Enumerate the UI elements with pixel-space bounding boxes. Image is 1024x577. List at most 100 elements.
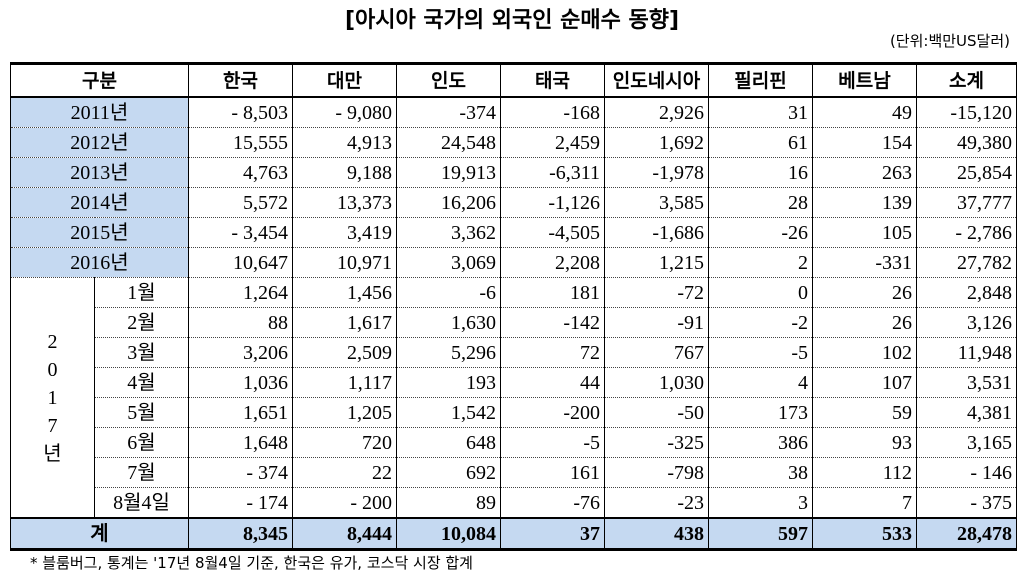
table-row: 2013년 4,763 9,188 19,913 -6,311 -1,978 16 263 25… — [10, 157, 1017, 188]
table-row: 2 0 1 7 년 1월 1,264 1,456 -6 181 -72 0 26 2,848 — [10, 277, 1017, 519]
table-cell: -1,978 — [604, 157, 709, 188]
header-philippines: 필리핀 — [708, 63, 813, 98]
table-cell: 25,854 — [916, 157, 1017, 188]
table-cell: -331 — [812, 247, 917, 278]
table-cell: -2 — [708, 307, 813, 338]
header-indonesia: 인도네시아 — [604, 63, 709, 98]
table-cell: 2,926 — [604, 97, 709, 128]
table-row: 2011년 - 8,503- 9,080 -374 -168 2,926 31 49 -15,… — [10, 97, 1017, 128]
table-cell: 4 — [708, 367, 813, 398]
table-cell: 181 — [500, 277, 605, 308]
header-korea: 한국 — [188, 63, 293, 98]
table-cell: 19,913 — [396, 157, 501, 188]
table-cell: 1,630 — [396, 307, 501, 338]
table-cell: 767 — [604, 337, 709, 368]
table-cell: 16,206 — [396, 187, 501, 218]
footnote: * 블룸버그, 통계는 '17년 8월4일 기준, 한국은 유가, 코스닥 시장… — [30, 554, 473, 572]
table-row: 4월 1,036 1,117 193 44 1,030 4 107 3,531 — [11, 367, 1017, 398]
table-cell: 3,585 — [604, 187, 709, 218]
table-cell: 1,456 — [292, 277, 397, 308]
table-cell: 107 — [812, 367, 917, 398]
table-cell: 7 — [812, 487, 917, 519]
header-subtotal: 소계 — [916, 63, 1017, 98]
table-cell: 88 — [188, 307, 293, 338]
table-cell: 438 — [604, 517, 709, 550]
table-cell: 2,459 — [500, 127, 605, 158]
table-row: 3월 3,206 2,509 5,296 72 767 -5 102 11,948 — [11, 337, 1017, 368]
table-cell: 4,381 — [916, 397, 1017, 428]
table-cell: 28 — [708, 187, 813, 218]
table-cell: 5,296 — [396, 337, 501, 368]
table-cell: 9,188 — [292, 157, 397, 188]
table-cell: 26 — [812, 307, 917, 338]
row-label: 1월 — [94, 277, 189, 308]
table-cell: - 3,454 — [188, 217, 293, 248]
table-cell: 533 — [812, 517, 917, 550]
table-cell: -91 — [604, 307, 709, 338]
table-cell: 13,373 — [292, 187, 397, 218]
table-cell: 27,782 — [916, 247, 1017, 278]
table-cell: 105 — [812, 217, 917, 248]
year-2017-char: 0 — [47, 358, 58, 381]
table-cell: -168 — [500, 97, 605, 128]
table-cell: 49,380 — [916, 127, 1017, 158]
table-cell: 1,117 — [292, 367, 397, 398]
table-cell: -798 — [604, 457, 709, 488]
table-cell: 22 — [292, 457, 397, 488]
table-cell: 61 — [708, 127, 813, 158]
table-cell: 102 — [812, 337, 917, 368]
table-cell: 597 — [708, 517, 813, 550]
foreign-net-buying-table: 구분 한국 대만 인도 태국 인도네시아 필리핀 베트남 소계 2011년 - 8… — [10, 62, 1017, 551]
table-cell: -5 — [708, 337, 813, 368]
table-cell: 3,531 — [916, 367, 1017, 398]
year-2017-char: 1 — [47, 386, 58, 409]
table-cell: 154 — [812, 127, 917, 158]
total-label: 계 — [10, 517, 189, 550]
row-label: 3월 — [94, 337, 189, 368]
table-cell: 0 — [708, 277, 813, 308]
table-cell: 28,478 — [916, 517, 1017, 550]
table-cell: 2 — [708, 247, 813, 278]
table-cell: - 174 — [188, 487, 293, 519]
table-cell: 4,913 — [292, 127, 397, 158]
table-cell: - 375 — [916, 487, 1017, 519]
table-row: 8월4일 - 174- 200 89 -76 -23 3 7- 375 — [11, 487, 1017, 519]
table-cell: 139 — [812, 187, 917, 218]
header-category: 구분 — [10, 63, 189, 98]
table-cell: 59 — [812, 397, 917, 428]
table-cell: 38 — [708, 457, 813, 488]
table-cell: 72 — [500, 337, 605, 368]
table-row: 2월 88 1,617 1,630 -142 -91 -2 26 3,126 — [11, 307, 1017, 338]
table-cell: -325 — [604, 427, 709, 458]
table-cell: 4,763 — [188, 157, 293, 188]
table-cell: 2,848 — [916, 277, 1017, 308]
table-cell: 2,509 — [292, 337, 397, 368]
table-cell: 37 — [500, 517, 605, 550]
unit-note: (단위:백만US달러) — [889, 32, 1010, 50]
table-cell: -142 — [500, 307, 605, 338]
table-cell: 720 — [292, 427, 397, 458]
table-row: 2012년 15,555 4,913 24,548 2,459 1,692 61 154 49,… — [10, 127, 1017, 158]
table-cell: 1,264 — [188, 277, 293, 308]
table-cell: 3 — [708, 487, 813, 519]
table-cell: -23 — [604, 487, 709, 519]
table-cell: 112 — [812, 457, 917, 488]
table-cell: 3,126 — [916, 307, 1017, 338]
row-label: 2016년 — [10, 247, 189, 278]
table-row: 6월 1,648 720 648 -5 -325 386 93 3,165 — [11, 427, 1017, 458]
total-row: 계 8,345 8,444 10,084 37 438 597 533 28,478 — [10, 517, 1017, 550]
table-row: 2015년 - 3,454 3,419 3,362 -4,505 -1,686 -26 105… — [10, 217, 1017, 248]
year-2017-label: 2 0 1 7 년 — [10, 277, 95, 519]
row-label: 5월 — [94, 397, 189, 428]
table-cell: 1,692 — [604, 127, 709, 158]
table-cell: 3,165 — [916, 427, 1017, 458]
header-row: 구분 한국 대만 인도 태국 인도네시아 필리핀 베트남 소계 — [10, 63, 1017, 98]
table-row: 7월 - 374 22 692 161 -798 38 112- 146 — [11, 457, 1017, 488]
table-cell: -4,505 — [500, 217, 605, 248]
row-label: 2012년 — [10, 127, 189, 158]
table-cell: -200 — [500, 397, 605, 428]
year-2017-char: 년 — [43, 442, 62, 465]
table-cell: - 8,503 — [188, 97, 293, 128]
table-cell: - 200 — [292, 487, 397, 519]
table-cell: -15,120 — [916, 97, 1017, 128]
